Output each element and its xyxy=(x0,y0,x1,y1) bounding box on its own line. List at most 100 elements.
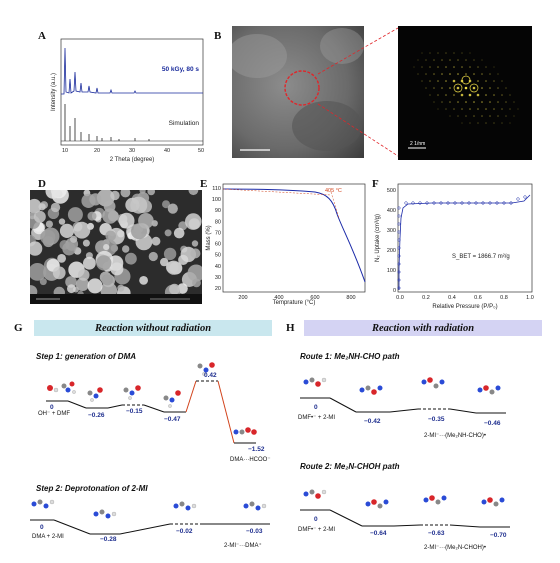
route2-energy-1: −0.64 xyxy=(370,530,387,537)
xrd-sim-sticks xyxy=(64,104,150,141)
tga-curve xyxy=(222,188,366,283)
isotherm-point xyxy=(411,201,415,205)
isotherm-point xyxy=(397,286,401,290)
step1-energy-0: 0 xyxy=(50,404,54,411)
xrd-tick-10: 10 xyxy=(62,148,68,154)
tem-highlight-circle xyxy=(284,70,320,106)
route2-energy-3: −0.70 xyxy=(490,532,507,539)
panel-label-f: F xyxy=(372,178,379,190)
step2-title: Step 2: Deprotonation of 2-MI xyxy=(36,484,148,493)
xrd-chart: 10 20 30 40 50 2 Theta (degree) Intensit… xyxy=(51,38,204,163)
tga-chart: 110 100 90 80 70 60 50 40 30 20 200 400 600 800 405 … xyxy=(206,183,366,306)
tga-ylabel: Mass (%) xyxy=(206,225,212,250)
tga-ytick: 50 xyxy=(215,253,221,259)
isotherm-point xyxy=(453,201,457,205)
isotherm-point xyxy=(432,201,436,205)
isotherm-point xyxy=(488,201,492,205)
isotherm-point xyxy=(523,195,527,199)
route2-energy-2: −0.63 xyxy=(428,530,445,537)
isotherm-point xyxy=(425,201,429,205)
isotherm-xtick: 1.0 xyxy=(526,295,534,301)
isotherm-xtick: 0.0 xyxy=(396,295,404,301)
step2-energy-diagram xyxy=(30,499,270,535)
xrd-top-trace xyxy=(61,47,203,95)
xrd-xlabel: 2 Theta (degree) xyxy=(110,157,155,163)
isotherm-ytick: 500 xyxy=(387,188,396,194)
isotherm-point xyxy=(397,246,401,250)
route1-energy-1: −0.42 xyxy=(364,418,381,425)
isotherm-point xyxy=(397,214,401,218)
tga-xlabel: Temprature (°C) xyxy=(273,300,316,306)
route2-title: Route 2: Me₂N-CHOH path xyxy=(300,462,400,471)
step2-end-label: 2-MI⁻···DMA⁺ xyxy=(224,543,262,549)
tga-xtick: 800 xyxy=(346,295,355,301)
isotherm-ylabel: N₂ Uptake (cm³/g) xyxy=(375,214,381,262)
tga-annotation: 405 °C xyxy=(325,188,342,194)
isotherm-point xyxy=(397,254,401,258)
route1-start-label: DMF•⁻ + 2-MI xyxy=(298,415,336,421)
isotherm-point xyxy=(467,201,471,205)
isotherm-point xyxy=(516,197,520,201)
panel-label-a: A xyxy=(38,30,46,42)
isotherm-chart: 500 400 300 200 100 0 0.0 0.2 0.4 0.6 0.8 1.0 S_BE… xyxy=(375,183,534,310)
panel-label-h: H xyxy=(286,322,295,334)
step1-energy-1: −0.26 xyxy=(88,412,105,419)
route1-energy-0: 0 xyxy=(314,404,318,411)
tga-ytick: 40 xyxy=(215,264,221,270)
isotherm-curve xyxy=(398,194,531,290)
xrd-tick-20: 20 xyxy=(94,148,100,154)
isotherm-point xyxy=(460,201,464,205)
isotherm-point xyxy=(418,201,422,205)
isotherm-bet: S_BET = 1866.7 m²/g xyxy=(452,254,510,260)
step2-start-label: DMA + 2-MI xyxy=(32,534,64,540)
isotherm-xtick: 0.6 xyxy=(474,295,482,301)
tga-xtick: 400 xyxy=(274,295,283,301)
isotherm-point xyxy=(495,201,499,205)
isotherm-ytick: 300 xyxy=(387,228,396,234)
banner-with-radiation: Reaction with radiation xyxy=(304,320,542,336)
step1-energy-2: −0.15 xyxy=(126,408,143,415)
xrd-top-trace-label: 50 kGy, 80 s xyxy=(162,66,199,73)
route2-energy-0: 0 xyxy=(314,516,318,523)
xrd-tick-50: 50 xyxy=(198,148,204,154)
step2-energy-0: 0 xyxy=(40,524,44,531)
step1-molecules xyxy=(47,362,257,435)
tga-xtick: 600 xyxy=(310,295,319,301)
isotherm-point xyxy=(397,230,401,234)
panel-label-b: B xyxy=(214,30,222,42)
sem-image xyxy=(30,190,202,304)
saed-pattern: 2 1/nm xyxy=(398,26,532,160)
route1-energy-diagram xyxy=(300,377,506,414)
isotherm-xlabel: Relative Pressure (P/P₀) xyxy=(432,304,497,310)
step2-molecules xyxy=(31,499,267,519)
route2-start-label: DMF•⁻ + 2-MI xyxy=(298,527,336,533)
xrd-tick-40: 40 xyxy=(164,148,170,154)
panel-label-e: E xyxy=(200,178,208,190)
step1-end-label: DMA···HCOO⁻ xyxy=(230,457,271,463)
isotherm-point xyxy=(502,201,506,205)
isotherm-point xyxy=(397,238,401,242)
step1-start-label: OH⁻ + DMF xyxy=(38,411,71,417)
route2-end-label: 2-MI⁻···(Me₂N-CHOH)• xyxy=(424,545,486,551)
tga-ytick: 90 xyxy=(215,208,221,214)
isotherm-point xyxy=(446,201,450,205)
saed-scale-label: 2 1/nm xyxy=(410,141,425,147)
isotherm-point xyxy=(397,270,401,274)
step1-energy-5: −1.52 xyxy=(248,446,265,453)
isotherm-point xyxy=(404,201,408,205)
banner-without-radiation: Reaction without radiation xyxy=(34,320,272,336)
panel-label-g: G xyxy=(14,322,23,334)
isotherm-ytick: 100 xyxy=(387,268,396,274)
isotherm-ytick: 0 xyxy=(393,288,396,294)
route1-end-label: 2-MI⁻···(Me₂NH-CHO)• xyxy=(424,433,486,439)
tga-ytick: 80 xyxy=(215,219,221,225)
tga-fit-line xyxy=(222,188,332,196)
tga-ytick: 70 xyxy=(215,230,221,236)
isotherm-ytick: 200 xyxy=(387,248,396,254)
zoom-connector-lines xyxy=(317,27,399,157)
tga-ytick: 30 xyxy=(215,275,221,281)
route1-title: Route 1: Me₂NH-CHO path xyxy=(300,352,400,361)
xrd-sim-label: Simulation xyxy=(169,120,200,127)
route2-energy-diagram xyxy=(300,489,510,528)
step2-energy-2: −0.02 xyxy=(176,528,193,535)
